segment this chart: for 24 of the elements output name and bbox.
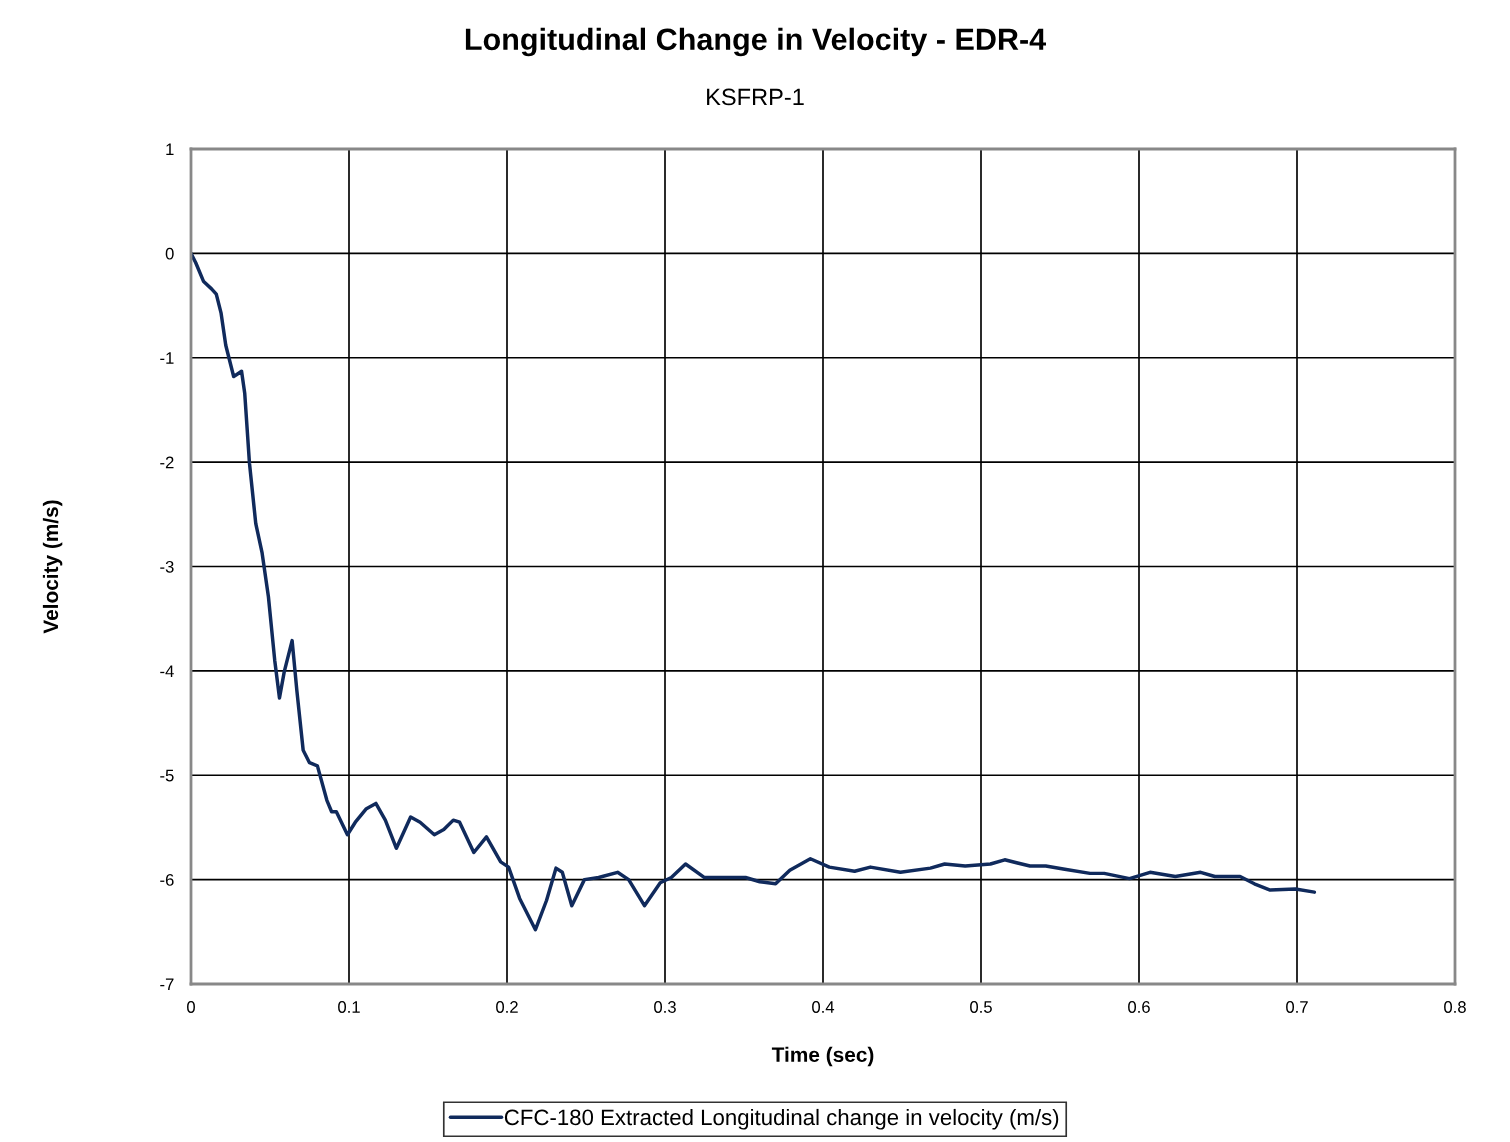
chart-subtitle: KSFRP-1 [707,88,804,106]
y-tick-label: -5 [160,769,174,782]
x-tick-label: 0 [187,1001,195,1013]
x-tick-label: 0.7 [1286,1001,1308,1013]
y-tick-label: -4 [160,665,174,677]
y-tick-label: 1 [166,143,174,156]
legend-label: CFC-180 Extracted Longitudinal change in velocity (m/s) [504,1108,1059,1130]
y-tick-label: 0 [165,247,174,260]
y-tick-label: -3 [160,560,174,573]
chart-title: Longitudinal Change in Velocity - EDR-4 [465,27,1046,57]
x-tick-label: 0.1 [338,1001,360,1013]
line-series [191,251,1317,932]
x-tick-label: 0.5 [970,1001,992,1013]
x-tick-label: 0.2 [496,1001,518,1013]
x-tick-label: 0.8 [1444,1001,1466,1013]
y-tick-label: -6 [160,874,174,886]
x-axis-title: Time (sec) [771,1046,874,1067]
x-tick-label: 0.3 [654,1001,676,1013]
y-axis-title: Velocity (m/s) [42,500,63,634]
y-tick-label: -2 [160,456,174,469]
y-tick-label: -1 [160,352,174,364]
x-tick-label: 0.4 [812,1001,835,1013]
y-tick-label: -7 [160,978,174,991]
x-tick-label: 0.6 [1128,1001,1150,1013]
